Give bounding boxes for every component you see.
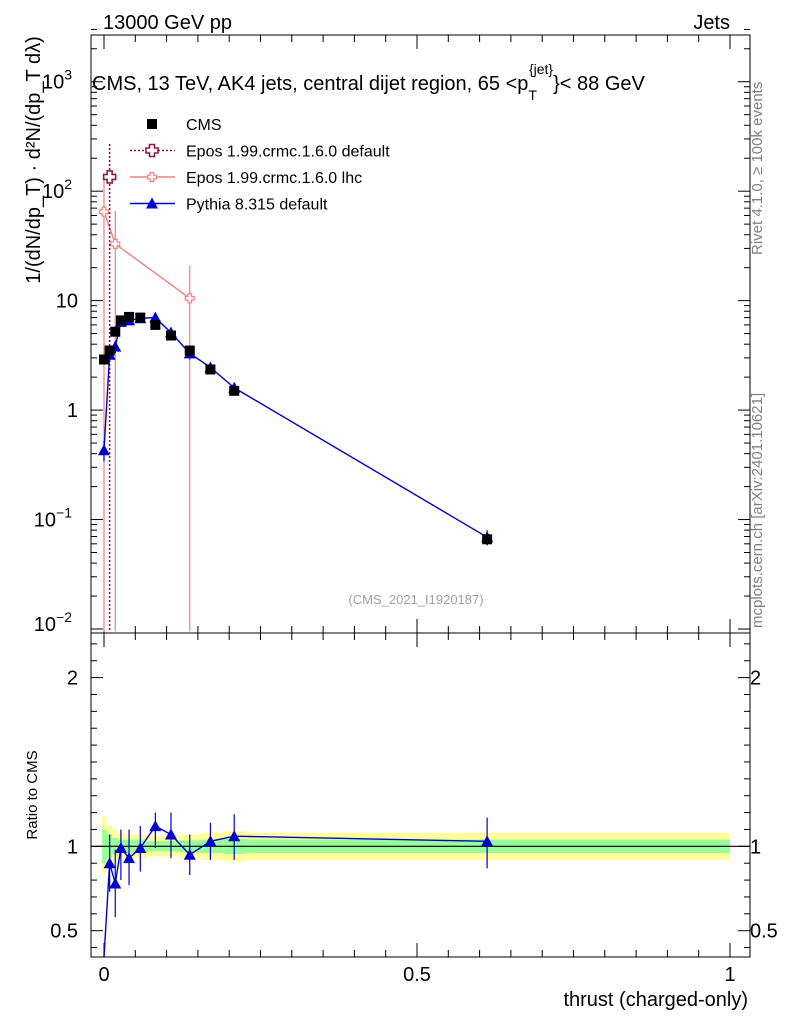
ratio-point [134,842,147,854]
ratio-tick-label: 1 [67,836,78,858]
y-tick-label: 10−1 [34,505,72,532]
data-point [135,312,146,323]
y-tick-label: 102 [42,176,72,203]
ratio-plot-frame [90,632,751,958]
ratio-point [481,835,494,847]
data-point [205,364,216,375]
data-point [110,238,121,249]
chart-title-end: }< 88 GeV [553,73,645,95]
legend-label: Pythia 8.315 default [186,197,328,214]
data-point [184,345,195,356]
legend-label: Epos 1.99.crmc.1.6.0 lhc [186,170,362,187]
x-tick-label: 1 [724,964,735,986]
y-tick-label: 10−2 [34,609,72,636]
ratio-tick-label-right: 0.5 [750,921,778,943]
y-axis-label: 1/(dN/dp_T) · d²N/(dp_T dλ) [23,36,45,284]
header-left-label: 13000 GeV pp [103,12,232,34]
data-point [98,206,110,217]
chart-title-main: CMS, 13 TeV, AK4 jets, central dijet reg… [92,73,528,95]
x-tick-label: 0 [98,964,109,986]
ratio-series-pythia [103,812,494,958]
data-point [149,311,162,323]
legend-marker [146,171,158,183]
series-pythia [98,311,494,545]
data-point [165,330,176,341]
data-point [150,319,161,330]
series-line [103,316,488,538]
ratio-point [164,828,177,840]
data-point [115,315,126,326]
header-right-label: Jets [693,12,730,34]
chart-title-sup: {jet} [529,61,553,77]
series-epos_default [102,143,117,632]
legend-label: CMS [186,117,222,134]
ratio-tick-label-right: 1 [750,836,761,858]
ratio-point [228,830,241,842]
ratio-tick-label-right: 2 [750,668,761,690]
y-tick-label: 10 [56,291,78,313]
data-point [98,444,110,456]
legend-item: Epos 1.99.crmc.1.6.0 default [130,144,390,161]
rivet-version-label: Rivet 4.1.0, ≥ 100k events [749,82,766,255]
axis-ticks: 10−2 10−1 1 10 102 103 0 0.5 1 0.5 0.5 1 1 2 2 [34,29,778,986]
chart-title-sub: T [528,87,537,103]
ratio-point [123,852,136,864]
ratio-tick-label: 0.5 [50,921,78,943]
chart-title: CMS, 13 TeV, AK4 jets, central dijet reg… [92,61,645,103]
ratio-axis-label: Ratio to CMS [24,750,41,839]
data-point [229,385,240,396]
legend-item: CMS [147,117,222,134]
legend-marker [145,143,159,158]
data-point [104,345,115,356]
legend-marker [147,119,157,129]
legend: CMS Epos 1.99.crmc.1.6.0 default Epos 1.99… [130,117,390,214]
data-point [482,534,493,545]
data-point [184,293,195,304]
x-tick-label: 0.5 [403,964,431,986]
ratio-point [103,857,116,869]
data-point [124,311,135,322]
ratio-point [204,835,217,847]
mcplots-source-label: mcplots.cern.ch [arXiv:2401.10621] [749,393,766,628]
data-series [98,143,494,958]
ratio-point [109,877,122,889]
series-epos_lhc [98,178,195,632]
data-point [99,354,109,365]
ratio-tick-label: 2 [67,668,78,690]
x-axis-label: thrust (charged-only) [563,989,748,1011]
series-data [99,311,493,546]
legend-marker [146,197,158,209]
analysis-watermark: (CMS_2021_I1920187) [348,592,483,607]
data-point [102,170,117,184]
ratio-point [149,820,162,832]
legend-item: Pythia 8.315 default [130,197,328,214]
y-tick-label: 1 [67,400,78,422]
legend-item: Epos 1.99.crmc.1.6.0 lhc [130,170,362,187]
y-tick-label: 103 [42,67,72,94]
ratio-point [183,848,196,860]
ratio-point [114,842,127,854]
legend-label: Epos 1.99.crmc.1.6.0 default [186,144,390,161]
data-point [110,326,121,337]
series-line [103,211,191,299]
